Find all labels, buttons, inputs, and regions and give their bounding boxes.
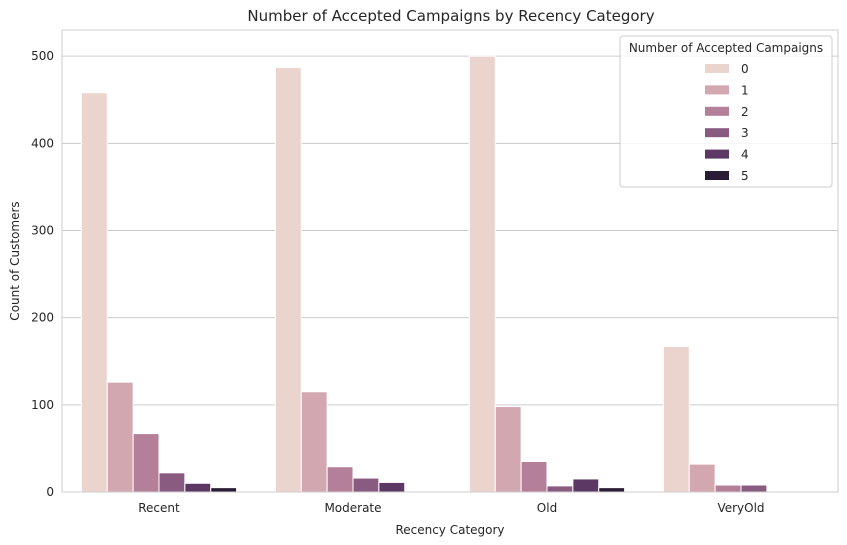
legend-swatch-5 [705,171,729,180]
legend-label-2: 2 [741,105,749,119]
bar-Moderate-1 [300,391,328,493]
legend-swatch-2 [705,106,729,116]
bar-Recent-1 [106,381,134,493]
bars [80,55,768,493]
bar-Recent-0 [80,92,108,493]
bar-Moderate-3 [352,477,380,493]
y-axis-ticks: 0 100 200 300 400 500 [31,49,54,499]
x-axis-ticks: Recent Moderate Old VeryOld [138,501,764,515]
y-tick-label-500: 500 [31,49,54,63]
bar-VeryOld-2 [714,484,742,493]
legend-label-3: 3 [741,126,749,140]
bar-VeryOld-0 [662,345,690,493]
y-tick-label-300: 300 [31,223,54,237]
bar-VeryOld-3 [740,484,768,493]
bar-Recent-4 [184,482,212,493]
bar-Moderate-0 [274,66,302,493]
legend-swatch-3 [705,128,729,138]
legend: Number of Accepted Campaigns 0 1 2 3 4 5 [619,35,833,188]
plot-area [61,29,839,493]
x-tick-label-Old: Old [537,501,557,515]
bar-Moderate-4 [378,481,406,493]
legend-swatch-0 [705,64,729,73]
legend-label-1: 1 [741,83,749,97]
legend-items: 0 1 2 3 4 5 [705,62,749,183]
bar-Old-1 [494,406,522,493]
legend-swatch-1 [705,85,729,95]
legend-label-5: 5 [741,169,749,183]
bar-Moderate-2 [326,466,354,493]
y-tick-label-200: 200 [31,311,54,325]
bar-Old-4 [572,478,600,493]
chart-title: Number of Accepted Campaigns by Recency … [247,7,654,25]
bar-Old-0 [468,55,496,493]
legend-swatch-4 [705,149,729,159]
y-tick-label-100: 100 [31,398,54,412]
y-tick-label-400: 400 [31,136,54,150]
x-axis-label: Recency Category [395,523,504,537]
x-tick-label-Moderate: Moderate [324,501,381,515]
bar-Recent-3 [158,472,186,493]
bar-Recent-5 [210,487,238,493]
legend-title: Number of Accepted Campaigns [629,41,823,55]
y-tick-label-0: 0 [46,485,54,499]
bar-Recent-2 [132,433,160,493]
bar-Old-2 [520,460,548,493]
bar-Old-3 [546,485,574,493]
bar-Old-5 [598,487,626,493]
y-axis-label: Count of Customers [8,201,22,320]
legend-label-0: 0 [741,62,749,76]
legend-label-4: 4 [741,148,749,162]
x-tick-label-VeryOld: VeryOld [717,501,764,515]
bar-VeryOld-1 [688,463,716,493]
x-tick-label-Recent: Recent [138,501,180,515]
